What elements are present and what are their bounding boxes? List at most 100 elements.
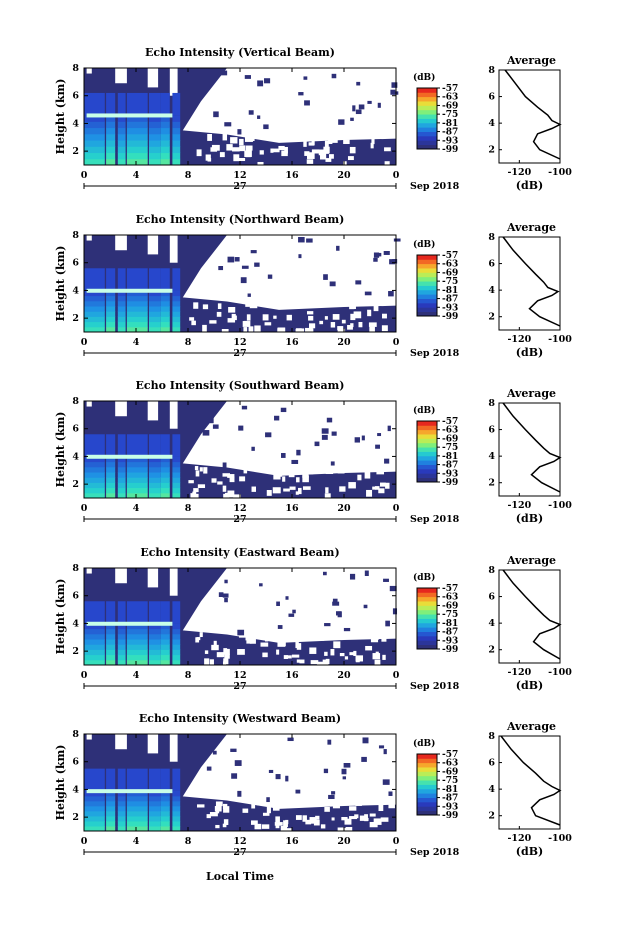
echo-speckle <box>222 593 229 598</box>
no-echo-speckle <box>191 320 196 326</box>
average-profile-line <box>502 402 562 493</box>
rain-column-cell <box>117 649 126 656</box>
echo-speckle <box>206 766 212 771</box>
rain-column-cell <box>84 290 105 297</box>
no-echo-speckle <box>278 471 286 475</box>
rain-column-cell <box>106 805 116 812</box>
no-echo-region <box>182 401 396 476</box>
no-echo-speckle <box>381 636 387 642</box>
rain-column-cell <box>117 487 126 494</box>
echo-speckle <box>213 111 219 118</box>
average-y-tick-label: 2 <box>488 312 495 323</box>
echo-speckle <box>259 583 263 587</box>
echo-speckle <box>355 109 362 115</box>
rain-column-cell <box>117 316 126 323</box>
no-echo-speckle <box>324 651 328 656</box>
no-echo-region <box>182 235 396 310</box>
no-echo-speckle <box>330 135 338 143</box>
no-echo-speckle <box>207 158 212 162</box>
rain-column-cell <box>149 639 161 645</box>
no-echo-speckle <box>285 300 289 306</box>
average-title: Average <box>506 554 556 567</box>
no-echo-speckle <box>209 659 214 666</box>
rain-column-cell <box>126 472 148 478</box>
y-tick-label: 8 <box>72 563 79 574</box>
rain-column-cell <box>149 115 161 122</box>
rain-column-cell <box>149 623 161 630</box>
colorbar-unit: (dB) <box>413 572 435 583</box>
rain-column-cell <box>149 820 161 827</box>
rain-column-cell <box>117 306 126 312</box>
no-echo-speckle <box>275 816 280 823</box>
no-echo-speckle <box>249 637 256 644</box>
echo-speckle <box>364 291 372 296</box>
y-tick-label: 4 <box>72 451 79 462</box>
no-echo-speckle <box>272 148 280 153</box>
rain-column-cell <box>149 795 161 802</box>
rain-column-cell <box>126 158 148 166</box>
no-echo-speckle <box>246 314 251 321</box>
rain-column-cell <box>172 152 181 160</box>
rain-column-upper <box>172 601 181 624</box>
rain-column-cell <box>160 487 170 494</box>
y-tick-label: 2 <box>72 479 79 490</box>
echo-speckle <box>349 573 356 580</box>
no-echo-speckle <box>239 145 246 152</box>
no-echo-speckle <box>325 470 334 475</box>
colorbar-cell <box>417 596 437 602</box>
colorbar-cell <box>417 438 437 444</box>
no-echo-speckle <box>372 653 381 660</box>
rain-column-cell <box>172 146 181 154</box>
no-echo-speckle <box>223 819 229 825</box>
panel-3: Echo Intensity (Eastward Beam) 2 4 6 8 Height… <box>54 546 572 692</box>
x-tick-label: 12 <box>233 670 246 681</box>
no-echo-region <box>182 568 396 643</box>
no-echo-gap <box>169 235 178 263</box>
rain-column-cell <box>106 472 116 478</box>
rain-column-cell <box>160 311 170 317</box>
no-echo-speckle <box>254 823 262 830</box>
no-echo-speckle <box>243 468 248 474</box>
colorbar-cell <box>417 784 437 790</box>
rain-column-cell <box>106 321 116 328</box>
no-echo-speckle <box>381 325 388 332</box>
no-echo-speckle <box>277 641 286 647</box>
colorbar-cell <box>417 434 437 439</box>
no-echo-speckle <box>320 152 327 160</box>
rain-column-cell <box>126 623 148 630</box>
colorbar-cell <box>417 618 437 624</box>
no-echo-speckle <box>227 490 235 498</box>
no-echo-speckle <box>357 474 362 481</box>
average-x-label: (dB) <box>516 845 543 858</box>
colorbar-cell <box>417 92 437 98</box>
average-x-label: (dB) <box>516 512 543 525</box>
no-echo-speckle <box>188 480 194 484</box>
echo-speckle <box>288 613 295 617</box>
colorbar-cell <box>417 451 437 457</box>
rain-column-cell <box>84 800 105 807</box>
rain-column-cell <box>126 482 148 489</box>
no-echo-speckle <box>296 477 300 483</box>
month-label: Sep 2018 <box>410 847 460 858</box>
echo-speckle <box>326 417 333 423</box>
colorbar-cell <box>417 588 437 593</box>
colorbar-cell <box>417 96 437 102</box>
y-tick-label: 2 <box>72 313 79 324</box>
no-echo-speckle <box>311 149 320 154</box>
no-echo-speckle <box>197 484 206 489</box>
colorbar-cell <box>417 767 437 772</box>
rain-column-cell <box>172 492 181 499</box>
month-label: Sep 2018 <box>410 348 460 359</box>
rain-column-cell <box>172 456 181 463</box>
x-tick-label: 12 <box>233 503 246 514</box>
panel-1: Echo Intensity (Northward Beam) 2 4 6 8 Heigh… <box>54 213 572 359</box>
no-echo-speckle <box>204 650 209 654</box>
panel-title: Echo Intensity (Eastward Beam) <box>140 546 339 559</box>
no-echo-speckle <box>224 492 230 498</box>
no-echo-speckle <box>215 801 223 807</box>
colorbar-cell <box>417 131 437 137</box>
echo-speckle <box>222 462 227 469</box>
no-echo-speckle <box>322 659 329 667</box>
rain-column-cell <box>126 295 148 302</box>
rain-column-upper <box>149 434 161 457</box>
